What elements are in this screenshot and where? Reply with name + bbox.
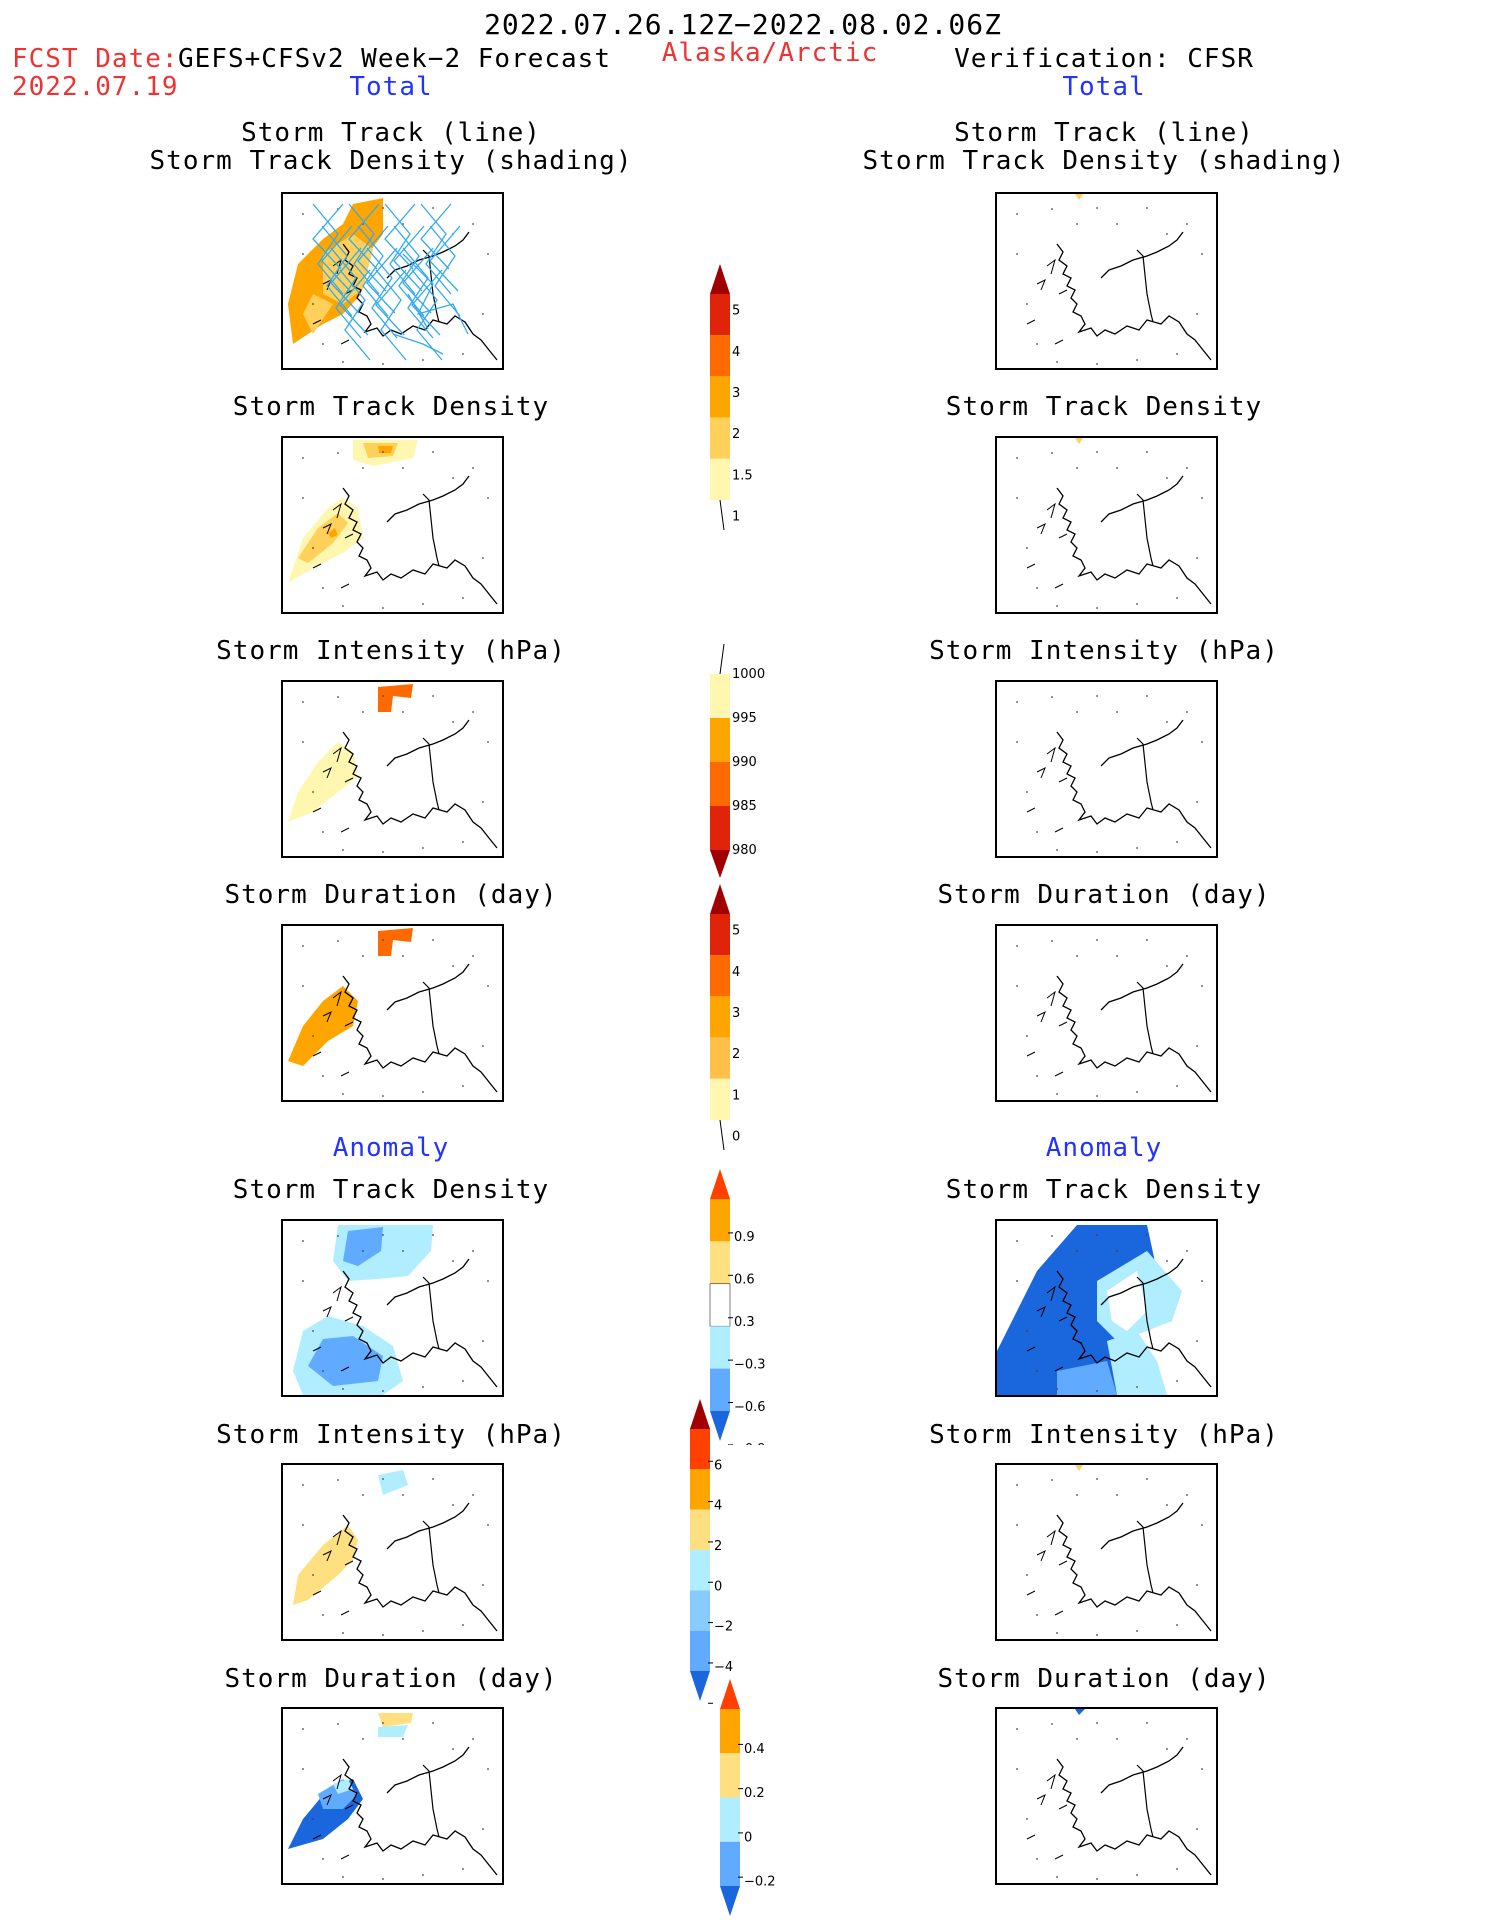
title-intensity-anom-right: Storm Intensity (hPa) [929, 1420, 1279, 1450]
map-density-forecast [281, 436, 504, 614]
region-label: Alaska/Arctic [661, 38, 879, 68]
map-duration-verification [995, 924, 1218, 1102]
right-total-label: Total [1062, 72, 1146, 102]
colorbar-tick-label: 4 [732, 965, 740, 980]
title-duration-anom-right: Storm Duration (day) [937, 1664, 1271, 1694]
colorbar-tick-label: −0.6 [734, 1400, 766, 1415]
colorbar-tick-label: 0.9 [734, 1230, 755, 1245]
colorbar-tick-label: 0 [732, 1130, 740, 1145]
colorbar-tick-label: 1 [732, 510, 740, 525]
colorbar-tick-label: 5 [732, 924, 740, 939]
colorbar-tick-label: 0 [714, 1579, 722, 1594]
map-density-anom-forecast [281, 1219, 504, 1397]
title-intensity-right: Storm Intensity (hPa) [929, 636, 1279, 666]
colorbar-tick-label: 3 [732, 386, 740, 401]
period-title: 2022.07.26.12Z−2022.08.02.06Z [484, 8, 1002, 41]
map-density-verification [995, 436, 1218, 614]
colorbar-density-anomaly: 0.9 0.6 0.3 −0.3 −0.6 −0.9 [709, 1169, 766, 1445]
title-track-shading-right: Storm Track Density (shading) [862, 146, 1346, 176]
title-track-shading-left: Storm Track Density (shading) [149, 146, 633, 176]
colorbar-tick-label: 1.5 [732, 468, 753, 483]
fcst-date-label: FCST Date: [12, 44, 179, 74]
map-duration-forecast [281, 924, 504, 1102]
colorbar-density: 5 4 3 2 1.5 1 [710, 264, 753, 531]
colorbar-tick-label: 5 [732, 304, 740, 319]
colorbar-tick-label: 3 [732, 1006, 740, 1021]
colorbar-tick-label: 995 [732, 711, 757, 726]
forecast-date: 2022.07.19 [12, 72, 179, 102]
colorbar-tick-label: 2 [732, 1047, 740, 1062]
title-intensity-left: Storm Intensity (hPa) [216, 636, 566, 666]
title-duration-left: Storm Duration (day) [224, 880, 558, 910]
title-track-line-right: Storm Track (line) [954, 118, 1254, 148]
colorbar-duration: 5 4 3 2 1 0 [710, 884, 740, 1151]
map-duration-anom-verification [995, 1707, 1218, 1885]
colorbar-tick-label: 0.6 [734, 1273, 755, 1288]
colorbar-duration-anomaly: 0.4 0.2 0 −0.2 −0.4 [720, 1679, 776, 1920]
colorbar-tick-label: 990 [732, 755, 757, 770]
title-track-line-left: Storm Track (line) [241, 118, 541, 148]
colorbar-tick-label: −4 [714, 1660, 733, 1675]
colorbar-tick-label: 1000 [732, 667, 765, 682]
colorbar-tick-label: −0.9 [734, 1442, 766, 1445]
colorbar-tick-label: −0.4 [744, 1919, 776, 1920]
colorbar-intensity: 1000 995 990 985 980 [710, 643, 765, 878]
colorbar-tick-label: 980 [732, 843, 757, 858]
title-intensity-anom-left: Storm Intensity (hPa) [216, 1420, 566, 1450]
colorbar-tick-label: 985 [732, 799, 757, 814]
colorbar-tick-label: 0.4 [744, 1742, 765, 1757]
colorbar-tick-label: 2 [732, 427, 740, 442]
title-duration-right: Storm Duration (day) [937, 880, 1271, 910]
map-intensity-verification [995, 680, 1218, 858]
colorbar-tick-label: 4 [714, 1499, 722, 1514]
colorbar-tick-label: −0.3 [734, 1357, 766, 1372]
title-density-anom-right: Storm Track Density [945, 1175, 1263, 1205]
left-total-label: Total [349, 72, 433, 102]
colorbar-tick-label: 2 [714, 1539, 722, 1554]
colorbar-tick-label: 1 [732, 1088, 740, 1103]
left-anomaly-label: Anomaly [332, 1133, 450, 1163]
title-density-anom-left: Storm Track Density [232, 1175, 550, 1205]
map-intensity-forecast [281, 680, 504, 858]
map-intensity-anom-verification [995, 1463, 1218, 1641]
map-track-verification [995, 192, 1218, 370]
verification-label: Verification: CFSR [954, 44, 1254, 74]
title-density-right: Storm Track Density [945, 392, 1263, 422]
map-intensity-anom-forecast [281, 1463, 504, 1641]
colorbar-tick-label: −2 [714, 1620, 733, 1635]
map-density-anom-verification [995, 1219, 1218, 1397]
colorbar-tick-label: 6 [714, 1458, 722, 1473]
colorbar-tick-label: 0.2 [744, 1786, 765, 1801]
forecast-model: GEFS+CFSv2 Week−2 Forecast [178, 44, 611, 74]
right-anomaly-label: Anomaly [1045, 1133, 1163, 1163]
colorbar-tick-label: −0.2 [744, 1875, 776, 1890]
map-duration-anom-forecast [281, 1707, 504, 1885]
title-duration-anom-left: Storm Duration (day) [224, 1664, 558, 1694]
colorbar-tick-label: 0 [744, 1830, 752, 1845]
colorbar-tick-label: 0.3 [734, 1315, 755, 1330]
colorbar-tick-label: 4 [732, 345, 740, 360]
map-track-forecast [281, 192, 504, 370]
title-density-left: Storm Track Density [232, 392, 550, 422]
